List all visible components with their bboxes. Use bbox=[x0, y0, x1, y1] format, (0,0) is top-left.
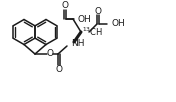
Text: O: O bbox=[95, 7, 102, 16]
Text: O: O bbox=[55, 64, 62, 74]
Text: O: O bbox=[61, 2, 68, 11]
Text: OH: OH bbox=[111, 19, 125, 28]
Text: NH: NH bbox=[71, 39, 84, 48]
Text: $^{13}$CH: $^{13}$CH bbox=[82, 26, 103, 38]
Text: O: O bbox=[46, 49, 54, 59]
Text: OH: OH bbox=[78, 14, 92, 23]
